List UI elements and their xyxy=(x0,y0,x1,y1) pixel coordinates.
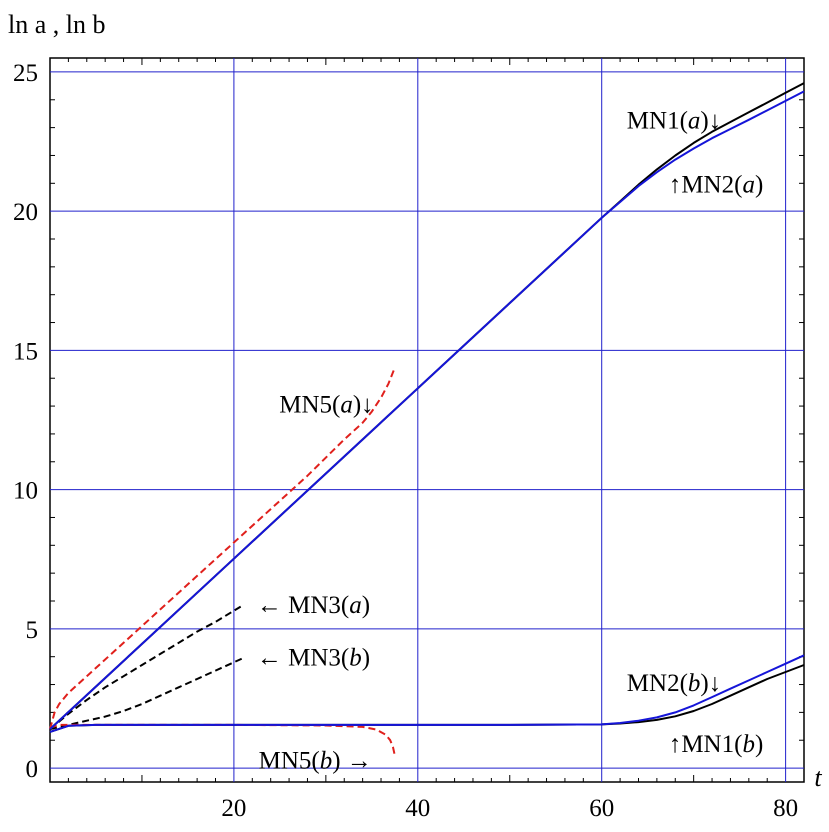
y-tick-label: 0 xyxy=(26,756,39,783)
annotation-label: ↑MN1(b) xyxy=(669,731,763,758)
annotation-label: ↑MN2(a) xyxy=(669,171,763,198)
annotation-label: MN5(b) → xyxy=(259,748,372,775)
x-tick-label: 80 xyxy=(773,795,798,822)
annotation-label: ← MN3(a) xyxy=(257,592,370,619)
series-line-mn5-a- xyxy=(49,369,395,730)
series-line-mn3-b- xyxy=(49,657,244,731)
y-tick-label: 15 xyxy=(13,338,38,365)
annotation-label: MN5(a)↓ xyxy=(279,391,373,418)
annotation-label: ← MN3(b) xyxy=(257,645,370,672)
y-tick-label: 10 xyxy=(13,478,38,505)
annotation-label: MN1(a)↓ xyxy=(627,107,721,134)
plot-frame xyxy=(49,57,805,783)
series-line-mn2-a- xyxy=(49,90,805,730)
x-axis-label: t xyxy=(814,763,822,792)
x-tick-label: 60 xyxy=(589,795,614,822)
series-line-mn2-b- xyxy=(49,654,805,733)
x-tick-label: 20 xyxy=(221,795,246,822)
series-line-mn3-a- xyxy=(49,604,244,730)
annotation-label: MN2(b)↓ xyxy=(627,670,721,697)
x-tick-label: 40 xyxy=(405,795,430,822)
y-tick-label: 5 xyxy=(26,617,39,644)
y-tick-label: 25 xyxy=(13,60,38,87)
y-tick-label: 20 xyxy=(13,199,38,226)
y-axis-label: ln a , ln b xyxy=(8,10,106,39)
